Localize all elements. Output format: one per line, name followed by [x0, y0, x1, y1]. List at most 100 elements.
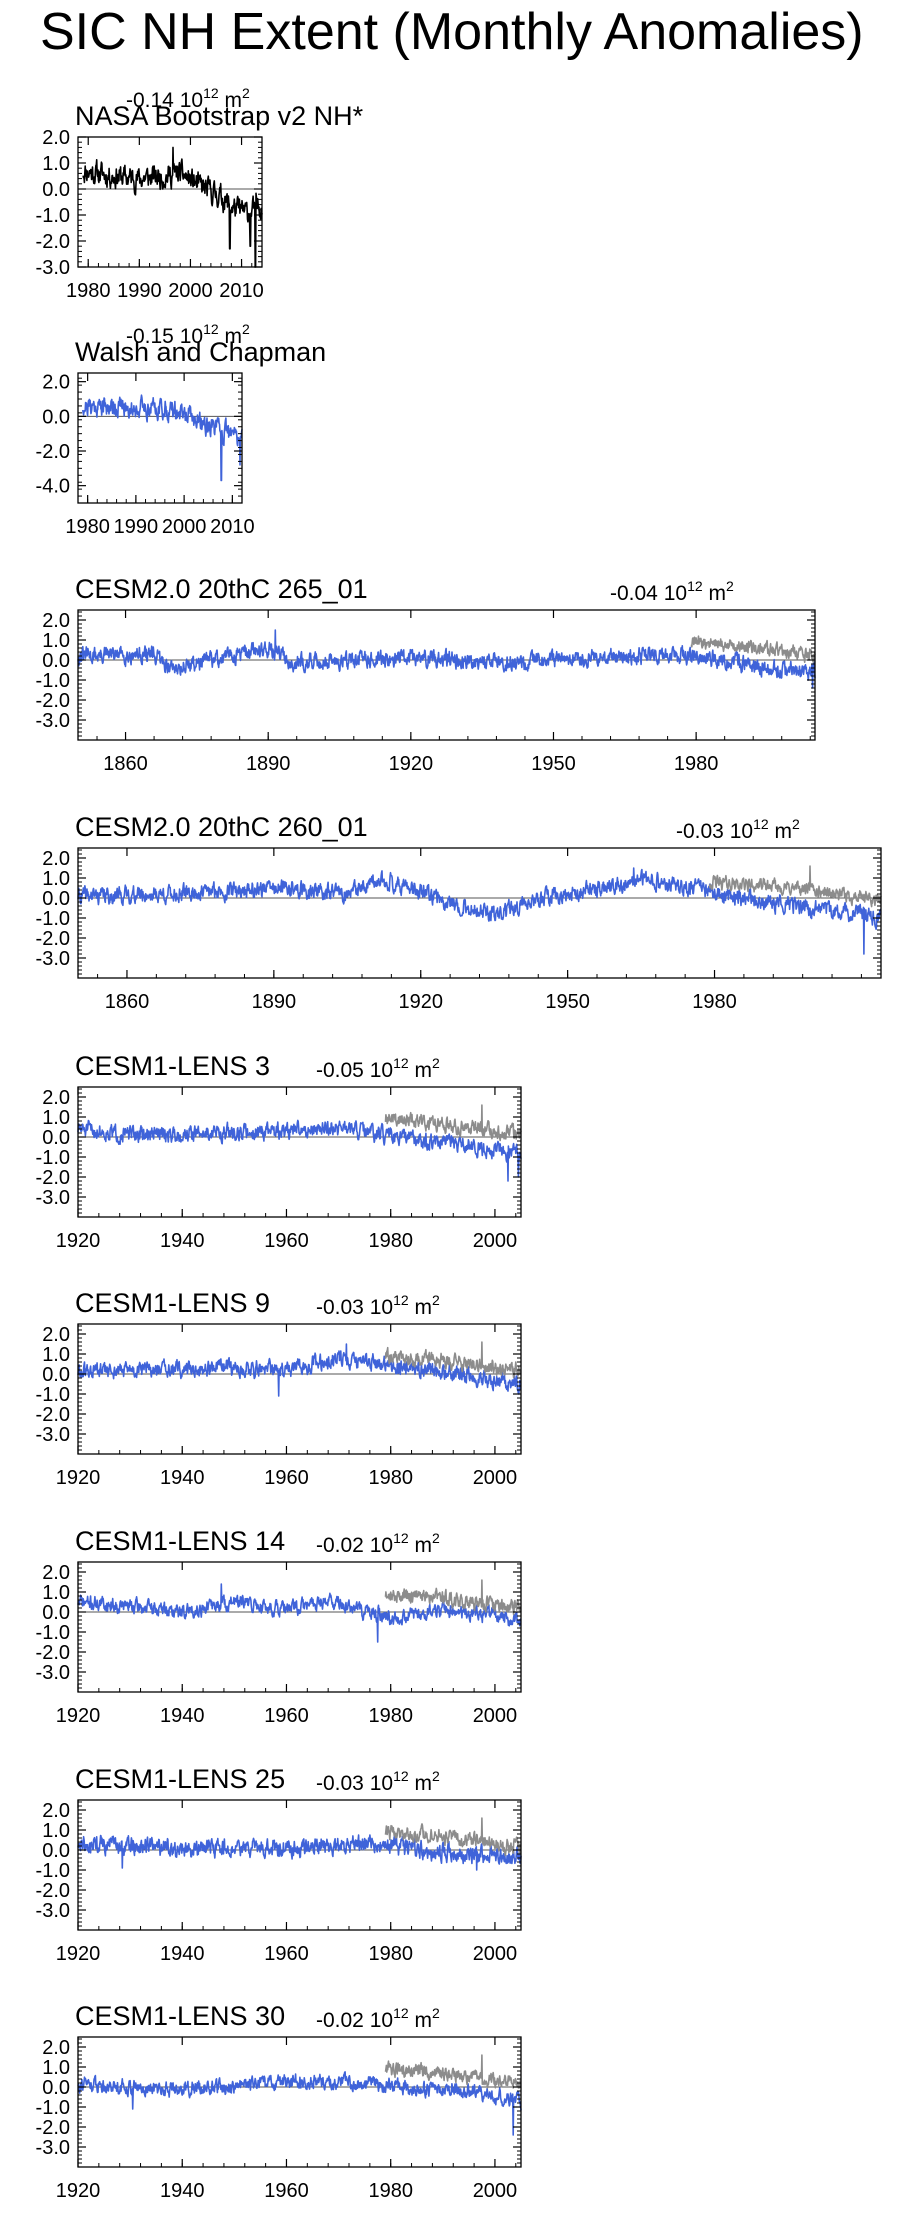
trend-unit-squared: 2	[432, 1055, 440, 1071]
x-tick-label: 1950	[545, 991, 590, 1013]
plot-frame	[77, 1086, 522, 1218]
y-tick-label: 1.0	[42, 1582, 70, 1604]
y-tick-label: -1.0	[36, 1622, 70, 1644]
trend-unit-exponent: 12	[393, 1055, 409, 1071]
trend-annotation: -0.03 1012 m2	[316, 1768, 440, 1795]
trend-value: -0.02	[316, 2009, 370, 2032]
plot-frame	[77, 1561, 522, 1693]
trend-unit-m: m	[409, 1772, 432, 1795]
y-tick-label: -1.0	[36, 1384, 70, 1406]
series-line-2	[690, 635, 816, 663]
series-line-1	[82, 146, 263, 268]
trend-value: -0.03	[316, 1296, 370, 1319]
chart-panel-1: NASA Bootstrap v2 NH*-0.14 1012 m2 2.0 1.0…	[36, 85, 364, 302]
chart-panel-9: CESM1-LENS 30 -0.02 1012 m22.01.00.0-1.0-…	[36, 2001, 522, 2202]
trend-unit-base: 10	[370, 1059, 393, 1082]
trend-unit-base: 10	[730, 820, 753, 843]
y-tick-label: 1.0	[42, 2057, 70, 2079]
y-tick-label: -3.0	[36, 1662, 70, 1684]
y-tick-label: -3.0	[36, 2137, 70, 2159]
trend-unit-exponent: 12	[687, 578, 703, 594]
trend-annotation: -0.14 1012 m2	[126, 85, 250, 112]
y-tick-label: 2.0	[42, 1800, 70, 1822]
x-tick-label: 1990	[114, 516, 159, 538]
trend-value: -0.14	[126, 89, 180, 112]
panel-title: CESM1-LENS 14	[75, 1526, 285, 1556]
trend-unit-squared: 2	[432, 1292, 440, 1308]
y-tick-label: 0.0	[42, 888, 70, 910]
x-tick-label: 1960	[264, 2180, 309, 2202]
x-tick-label: 1960	[264, 1943, 309, 1965]
trend-annotation: -0.02 1012 m2	[316, 2005, 440, 2032]
trend-value: -0.15	[126, 325, 180, 348]
trend-annotation: -0.04 1012 m2	[610, 578, 734, 605]
trend-unit-m: m	[409, 1296, 432, 1319]
x-tick-label: 1960	[264, 1230, 309, 1252]
y-tick-label: 2.0	[42, 610, 70, 632]
trend-unit-m: m	[219, 89, 242, 112]
trend-unit-m: m	[409, 1059, 432, 1082]
series-line-1	[77, 1833, 522, 1871]
x-tick-label: 2000	[473, 1705, 518, 1727]
x-tick-label: 1920	[56, 1230, 101, 1252]
series-line-1	[77, 867, 882, 955]
trend-value: -0.03	[316, 1772, 370, 1795]
series-line-1	[77, 629, 816, 689]
x-tick-label: 1860	[103, 753, 148, 775]
y-tick-label: 0.0	[42, 1127, 70, 1149]
trend-unit-base: 10	[370, 1772, 393, 1795]
plot-frame	[77, 1323, 522, 1455]
y-tick-label: 0.0	[42, 1840, 70, 1862]
x-tick-label: 1920	[56, 1943, 101, 1965]
trend-annotation: -0.05 1012 m2	[316, 1055, 440, 1082]
y-tick-label: -3.0	[36, 1900, 70, 1922]
y-tick-label: -2.0	[36, 231, 70, 253]
trend-unit-base: 10	[664, 582, 687, 605]
y-tick-label: -3.0	[36, 710, 70, 732]
plot-frame	[77, 609, 816, 741]
trend-unit-m: m	[409, 1534, 432, 1557]
trend-annotation: -0.03 1012 m2	[316, 1292, 440, 1319]
chart-panel-6: CESM1-LENS 9 -0.03 1012 m2 2.01.00.0-1.0-2…	[36, 1288, 522, 1489]
y-tick-label: -2.0	[36, 928, 70, 950]
series-line-2	[384, 1104, 522, 1142]
y-tick-label: 0.0	[42, 406, 70, 428]
trend-unit-squared: 2	[432, 1530, 440, 1546]
series-line-2	[384, 2054, 522, 2089]
trend-annotation: -0.02 1012 m2	[316, 1530, 440, 1557]
panel-title: Walsh and Chapman	[75, 337, 326, 367]
chart-panel-8: CESM1-LENS 25 -0.03 1012 m22.01.00.0-1.0-…	[36, 1764, 522, 1965]
x-tick-label: 1940	[160, 1230, 205, 1252]
x-tick-label: 1980	[692, 991, 737, 1013]
y-tick-label: -2.0	[36, 1167, 70, 1189]
y-tick-label: 1.0	[42, 630, 70, 652]
x-tick-label: 1980	[66, 280, 111, 302]
series-line-2	[384, 1817, 522, 1857]
trend-unit-exponent: 12	[203, 85, 219, 101]
trend-value: -0.04	[610, 582, 664, 605]
y-tick-label: -1.0	[36, 2097, 70, 2119]
x-tick-label: 2000	[162, 516, 207, 538]
y-tick-label: 0.0	[42, 2077, 70, 2099]
x-tick-label: 1990	[117, 280, 162, 302]
x-tick-label: 2000	[473, 1467, 518, 1489]
x-tick-label: 1920	[56, 1467, 101, 1489]
y-tick-label: -1.0	[36, 1147, 70, 1169]
y-tick-label: 1.0	[42, 868, 70, 890]
panel-title: CESM2.0 20thC 260_01	[75, 812, 368, 842]
panel-title: CESM1-LENS 3	[75, 1051, 270, 1081]
y-tick-label: 2.0	[42, 372, 70, 394]
plot-frame	[77, 372, 243, 504]
trend-unit-base: 10	[370, 2009, 393, 2032]
x-tick-label: 2010	[210, 516, 255, 538]
y-tick-label: -3.0	[36, 1187, 70, 1209]
y-tick-label: 1.0	[42, 153, 70, 175]
series-line-2	[384, 1341, 522, 1379]
x-tick-label: 2000	[473, 1943, 518, 1965]
series-line-1	[77, 1583, 522, 1643]
trend-unit-squared: 2	[242, 321, 250, 337]
plot-frame	[77, 2036, 522, 2168]
x-tick-label: 1920	[56, 1705, 101, 1727]
chart-panel-2: Walsh and Chapman-0.15 1012 m2 2.0 0.0 -2.0…	[36, 321, 327, 538]
trend-unit-base: 10	[180, 89, 203, 112]
